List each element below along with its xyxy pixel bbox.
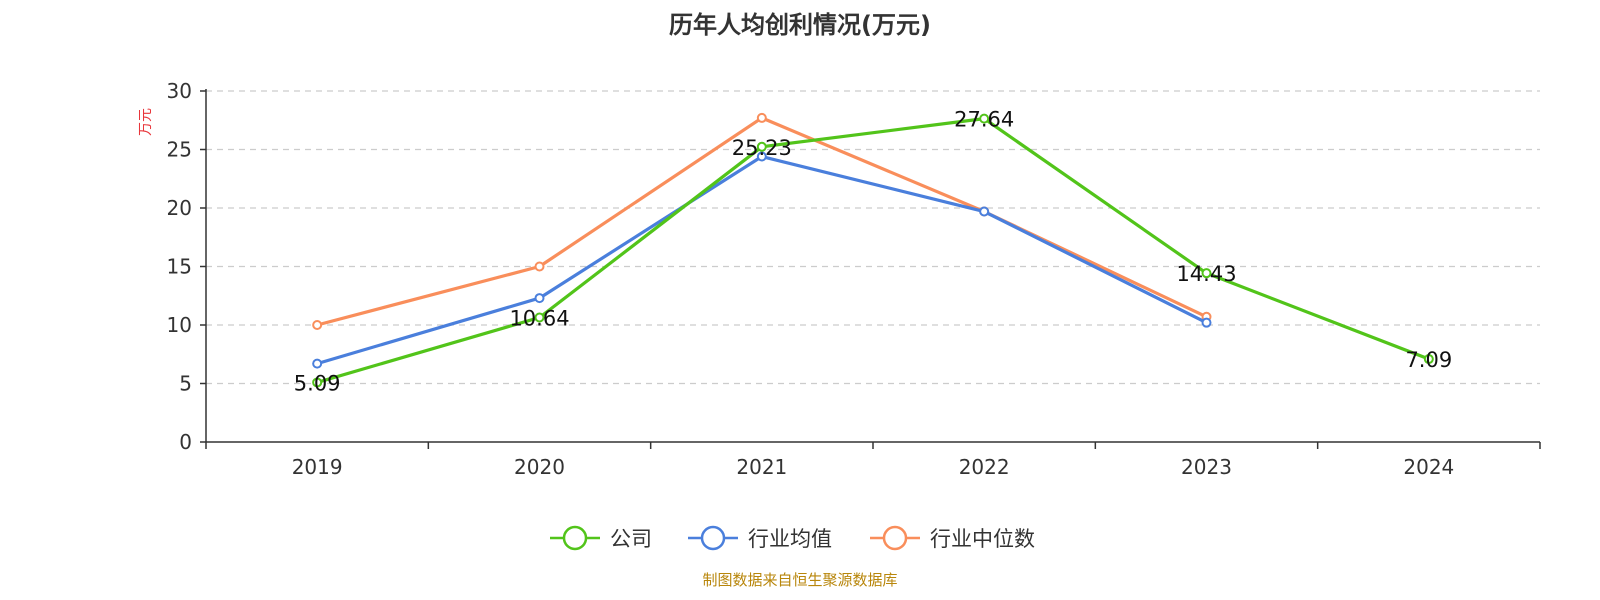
data-label: 7.09 xyxy=(1405,348,1452,372)
legend-circle-marker xyxy=(882,525,908,551)
y-tick-label: 10 xyxy=(167,313,192,337)
data-point[interactable] xyxy=(312,358,323,369)
data-label: 27.64 xyxy=(954,108,1014,132)
series-line-2 xyxy=(316,154,1208,366)
legend-label: 公司 xyxy=(610,527,652,551)
legend-item[interactable]: 行业均值 xyxy=(688,525,832,551)
data-point[interactable] xyxy=(534,312,545,323)
data-label: 5.09 xyxy=(294,371,341,395)
series-line-1 xyxy=(316,117,1430,384)
y-tick-label: 30 xyxy=(167,79,192,103)
chart-title: 历年人均创利情况(万元) xyxy=(669,11,931,39)
data-point[interactable] xyxy=(979,113,990,124)
legend-label: 行业均值 xyxy=(748,527,832,551)
data-labels: 5.09 10.64 25.23 27.64 14.43 7.09 xyxy=(294,108,1452,396)
legend-item[interactable]: 公司 xyxy=(550,525,652,551)
x-tick-label: 2019 xyxy=(292,455,343,479)
data-point[interactable] xyxy=(312,377,323,388)
x-tick-label: 2020 xyxy=(514,455,565,479)
x-tick-label: 2023 xyxy=(1181,455,1232,479)
data-point[interactable] xyxy=(756,141,767,152)
data-label: 25.23 xyxy=(732,136,792,160)
data-point[interactable] xyxy=(756,112,767,123)
source-note: 制图数据来自恒生聚源数据库 xyxy=(702,571,898,589)
y-tick-label: 15 xyxy=(167,255,192,279)
data-point[interactable] xyxy=(1201,317,1212,328)
x-tick-label: 2022 xyxy=(959,455,1010,479)
legend-circle-marker xyxy=(562,525,588,551)
grid-lines xyxy=(206,90,1540,385)
y-tick-label: 5 xyxy=(179,372,192,396)
y-tick-label: 0 xyxy=(179,430,192,454)
data-label: 10.64 xyxy=(509,307,569,331)
data-point[interactable] xyxy=(756,151,767,162)
data-point[interactable] xyxy=(312,320,323,330)
data-label: 14.43 xyxy=(1176,262,1236,286)
x-tick-label: 2024 xyxy=(1403,455,1454,479)
data-point[interactable] xyxy=(1423,354,1434,365)
y-axis-unit-label: 万元 xyxy=(138,108,154,136)
legend-circle-marker xyxy=(700,525,726,551)
y-tick-label: 25 xyxy=(167,138,192,162)
legend-item[interactable]: 行业中位数 xyxy=(870,525,1035,551)
data-point[interactable] xyxy=(979,206,990,217)
series-lines xyxy=(312,112,1434,388)
data-point[interactable] xyxy=(534,261,545,272)
y-tick-label: 20 xyxy=(167,196,192,220)
data-point[interactable] xyxy=(1201,268,1212,279)
legend-label: 行业中位数 xyxy=(930,527,1035,551)
legend[interactable]: 公司 行业均值 行业中位数 xyxy=(550,525,1035,551)
x-tick-label: 2021 xyxy=(736,455,787,479)
data-point[interactable] xyxy=(534,293,545,304)
axes: 0 5 10 15 20 25 30 2019 2020 2021 2022 2023 2024 xyxy=(167,79,1541,479)
